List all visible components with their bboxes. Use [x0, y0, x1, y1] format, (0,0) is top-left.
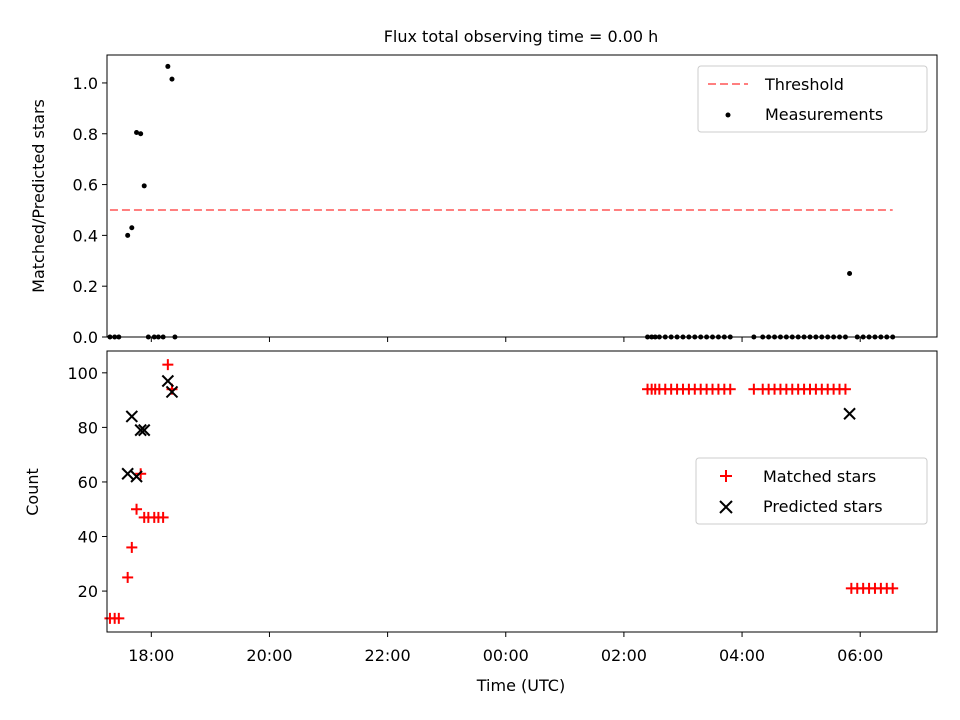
measurement-point [169, 76, 175, 82]
matched-star-point [157, 511, 169, 523]
bottom-x-ticks: 18:00 20:00 22:00 00:00 02:00 04:00 06:00 [128, 632, 883, 665]
matched-star-point [162, 359, 174, 371]
x-tick-label: 22:00 [365, 646, 411, 665]
top-ylabel: Matched/Predicted stars [29, 99, 48, 293]
y-tick-label: 40 [78, 528, 98, 547]
top-panel: 0.0 0.2 0.4 0.6 0.8 1.0 Matched/Predicted sta… [29, 54, 938, 347]
y-tick-label: 100 [67, 364, 98, 383]
x-tick-label: 18:00 [128, 646, 174, 665]
measurement-point [125, 232, 131, 238]
top-legend: Threshold Measurements [697, 65, 928, 133]
matched-star-point [131, 503, 143, 515]
top-y-ticks: 0.0 0.2 0.4 0.6 0.8 1.0 [73, 74, 107, 347]
predicted-star-point [843, 407, 856, 420]
matched-star-point [126, 541, 138, 553]
matched-star-point [113, 612, 125, 624]
threshold-legend-label: Threshold [764, 75, 844, 94]
matched-star-point [839, 383, 851, 395]
x-tick-label: 06:00 [837, 646, 883, 665]
measurement-point [847, 270, 853, 276]
y-tick-label: 80 [78, 418, 98, 437]
predicted-star-point [165, 385, 179, 399]
x-tick-label: 02:00 [601, 646, 647, 665]
measurement-point [129, 225, 135, 231]
predicted-star-point [138, 423, 151, 437]
bottom-legend-box [695, 457, 928, 525]
y-tick-label: 0.2 [73, 277, 98, 296]
x-axis-label: Time (UTC) [476, 676, 565, 695]
predicted-stars-points [121, 374, 856, 483]
matched-legend-label: Matched stars [763, 467, 876, 486]
measurement-point [141, 183, 147, 189]
top-legend-box [697, 65, 928, 133]
predicted-star-point [161, 374, 175, 388]
predicted-star-point [121, 467, 134, 480]
predicted-star-point [134, 423, 147, 437]
bottom-y-ticks: 20 40 60 80 100 [67, 364, 107, 601]
top-x-ticks [150, 337, 861, 342]
y-tick-label: 60 [78, 473, 98, 492]
measurement-point [165, 63, 171, 69]
measurements-legend-label: Measurements [765, 105, 883, 124]
matched-star-point [122, 571, 134, 583]
figure-title: Flux total observing time = 0.00 h [384, 27, 659, 46]
y-tick-label: 0.8 [73, 125, 98, 144]
x-tick-label: 04:00 [719, 646, 765, 665]
matched-legend-swatch [720, 470, 732, 482]
x-tick-label: 20:00 [246, 646, 292, 665]
bottom-plot-frame [106, 350, 938, 633]
y-tick-label: 0.0 [73, 328, 98, 347]
matched-star-point [887, 582, 899, 594]
measurement-point [134, 129, 140, 135]
y-tick-label: 0.4 [73, 226, 98, 245]
predicted-legend-swatch [719, 500, 733, 514]
bottom-ylabel: Count [23, 468, 42, 516]
y-tick-label: 20 [78, 582, 98, 601]
measurement-point [138, 131, 144, 137]
predicted-star-point [130, 470, 143, 483]
y-tick-label: 0.6 [73, 176, 98, 195]
bottom-panel: 20 40 60 80 100 18:00 20:00 22:00 00:00 02:00 04:… [23, 350, 938, 695]
measurements-legend-swatch [725, 112, 731, 118]
predicted-star-point [125, 410, 139, 423]
bottom-legend: Matched stars Predicted stars [695, 457, 928, 525]
matched-star-point [724, 383, 736, 395]
predicted-legend-label: Predicted stars [763, 497, 883, 516]
top-plot-frame [106, 54, 938, 338]
y-tick-label: 1.0 [73, 74, 98, 93]
x-tick-label: 00:00 [483, 646, 529, 665]
